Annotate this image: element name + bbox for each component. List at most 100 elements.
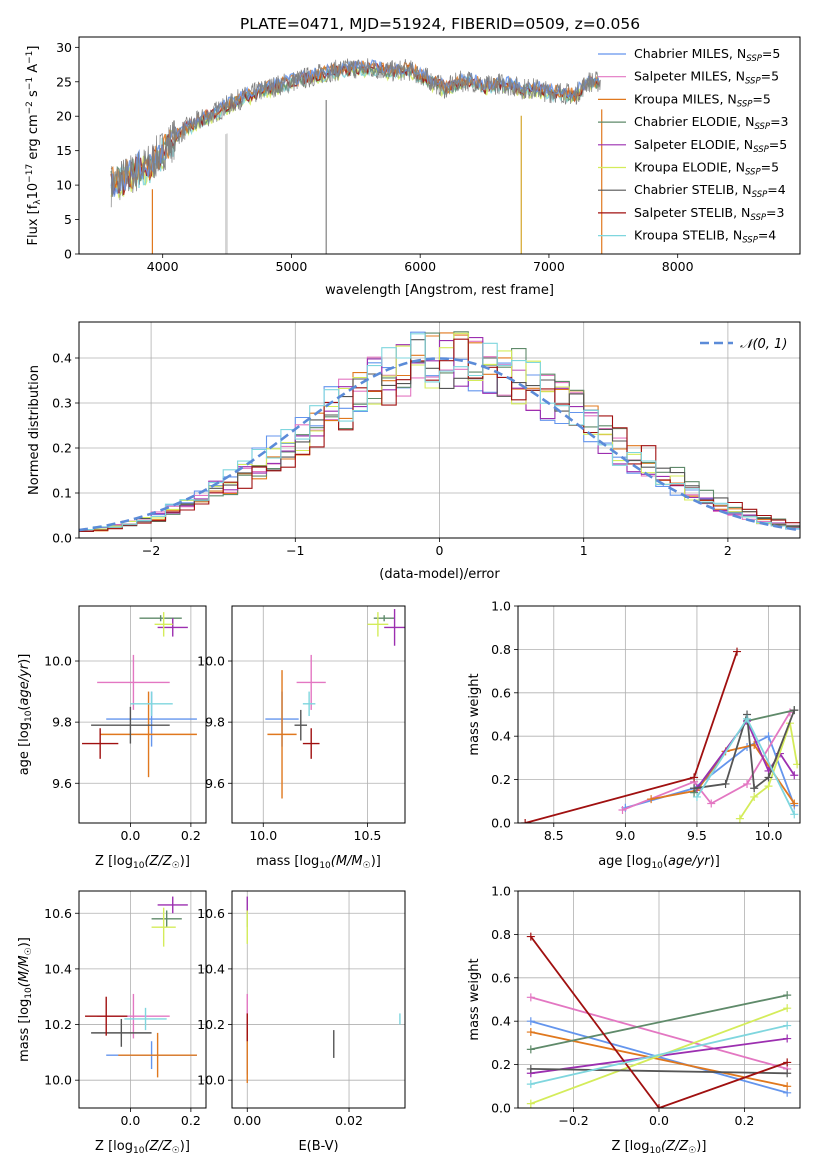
- weight-marker-salpeter_stelib: [733, 647, 742, 656]
- axes-frame: [517, 605, 801, 824]
- x-tick-label: 0.2: [181, 828, 201, 843]
- x-tick-label: 10.5: [354, 828, 382, 843]
- axes-frame: [78, 890, 207, 1109]
- x-tick-label: 10.0: [755, 828, 783, 843]
- x-tick-label: 0.0: [120, 828, 140, 843]
- x-axis-label: (data-model)/error: [379, 567, 500, 582]
- y-tick-label: 30: [56, 40, 72, 55]
- y-tick-label: 10.0: [44, 1073, 72, 1088]
- x-tick-label: 9.0: [615, 828, 635, 843]
- weight-marker-salpeter_stelib: [526, 932, 535, 941]
- weight-marker-kroupa_elodie: [526, 1099, 535, 1108]
- weight-marker-chabrier_stelib: [750, 784, 759, 793]
- y-tick-label: 0.2: [491, 1057, 511, 1072]
- y-tick-label: 0.6: [491, 685, 511, 700]
- histogram-kroupa_stelib: [79, 333, 800, 531]
- x-axis-label: Z [log10(Z/Z☉)]: [612, 1139, 707, 1156]
- x-axis-label: wavelength [Angstrom, rest frame]: [325, 283, 554, 298]
- y-axis-label: Flux [fλ10−17 erg cm−2 s−1 A−1]: [25, 46, 43, 246]
- y-tick-label: 0.3: [52, 396, 72, 411]
- mass_vs_ebv-plot-area: [246, 896, 401, 1083]
- weight-line-kroupa_elodie: [530, 1007, 788, 1105]
- x-tick-label: 10.0: [249, 828, 277, 843]
- y-tick-label: 10.4: [197, 961, 225, 976]
- x-tick-label: 0.00: [233, 1113, 261, 1128]
- weight-marker-chabrier_miles: [526, 1017, 535, 1026]
- x-tick-label: 0.2: [735, 1113, 755, 1128]
- legend-entry: Kroupa ELODIE, NSSP=5: [634, 160, 779, 178]
- x-axis-label: Z [log10(Z/Z☉)]: [95, 854, 190, 871]
- weight-marker-chabrier_stelib: [526, 1064, 535, 1073]
- y-tick-label: 10.2: [44, 1017, 72, 1032]
- x-tick-label: 2: [724, 543, 732, 558]
- weight-marker-kroupa_stelib: [743, 714, 752, 723]
- weight-marker-kroupa_miles: [526, 1028, 535, 1037]
- axes-frame: [517, 890, 801, 1109]
- legend-entry: Salpeter ELODIE, NSSP=5: [634, 137, 787, 155]
- y-axis-label: mass weight: [467, 958, 482, 1040]
- weight-marker-kroupa_elodie: [750, 792, 759, 801]
- y-tick-label: 10.4: [44, 961, 72, 976]
- y-tick-label: 10.6: [44, 906, 72, 921]
- y-tick-label: 9.6: [52, 776, 72, 791]
- x-tick-label: 0: [436, 543, 444, 558]
- weight-marker-kroupa_miles: [783, 1082, 792, 1091]
- x-axis-label: age [log10(age/yr)]: [598, 854, 720, 871]
- y-tick-label: 25: [56, 74, 72, 89]
- weight-line-chabrier_stelib: [693, 709, 796, 790]
- y-tick-label: 0.4: [52, 351, 72, 366]
- legend-entry: Chabrier ELODIE, NSSP=3: [634, 114, 789, 132]
- weight-marker-kroupa_stelib: [790, 810, 799, 819]
- x-axis-label: E(B-V): [298, 1139, 338, 1154]
- y-tick-label: 10.0: [197, 654, 225, 669]
- legend-entry: Chabrier MILES, NSSP=5: [634, 46, 780, 64]
- spectrum-legend: Chabrier MILES, NSSP=5 Salpeter MILES, NS…: [598, 46, 789, 246]
- weight-marker-salpeter_miles: [526, 993, 535, 1002]
- y-tick-label: 0.4: [491, 1014, 511, 1029]
- y-tick-label: 1.0: [491, 884, 511, 899]
- x-tick-label: −2: [142, 543, 160, 558]
- weight-marker-chabrier_stelib: [690, 784, 699, 793]
- y-tick-label: 20: [56, 109, 72, 124]
- x-tick-label: 0.02: [335, 1113, 363, 1128]
- y-tick-label: 10.6: [197, 906, 225, 921]
- weight-marker-kroupa_stelib: [783, 1021, 792, 1030]
- axes-frame: [78, 321, 801, 539]
- axes-frame: [78, 605, 207, 824]
- x-tick-label: 0.2: [181, 1113, 201, 1128]
- y-tick-label: 10.0: [44, 654, 72, 669]
- y-tick-label: 10.0: [197, 1073, 225, 1088]
- y-tick-label: 5: [64, 212, 72, 227]
- gaussian-legend-label: 𝒩(0, 1): [740, 337, 787, 352]
- x-axis-label: mass [log10(M/M☉)]: [256, 854, 381, 871]
- weight-marker-chabrier_stelib: [764, 773, 773, 782]
- massweight_vs_age-plot-area: [521, 647, 800, 823]
- massweight_vs_Z-panel: −0.2 0.0 0.2 0.0 0.2 0.4 0.6 0.8 1.0 Z [log10(Z/Z…: [467, 884, 801, 1156]
- massweight_vs_age-panel: 8.5 9.0 9.5 10.0 0.0 0.2 0.4 0.6 0.8 1.0 age [log1…: [467, 599, 801, 871]
- y-tick-label: 0.0: [491, 816, 511, 831]
- mass_vs_Z-panel: 0.0 0.2 10.0 10.2 10.4 10.6 Z [log10(Z/Z☉)] mas…: [17, 890, 207, 1156]
- age_vs_mass-plot-area: [265, 609, 405, 799]
- y-tick-label: 9.8: [205, 715, 225, 730]
- x-tick-label: 7000: [533, 259, 565, 274]
- weight-marker-chabrier_elodie: [526, 1045, 535, 1054]
- y-tick-label: 9.8: [52, 715, 72, 730]
- weight-line-kroupa_stelib: [530, 1024, 788, 1085]
- x-tick-label: 6000: [404, 259, 436, 274]
- x-tick-label: −1: [286, 543, 304, 558]
- axes-frame: [78, 36, 801, 255]
- mass_vs_Z-plot-area: [85, 896, 197, 1078]
- x-tick-label: 8000: [662, 259, 694, 274]
- x-tick-label: −0.2: [558, 1113, 588, 1128]
- spectrum-plot-area: [110, 58, 603, 254]
- weight-line-chabrier_miles: [530, 1020, 788, 1094]
- weight-marker-chabrier_miles: [764, 732, 773, 741]
- histogram-salpeter_stelib: [79, 338, 800, 532]
- weight-marker-chabrier_stelib: [783, 1069, 792, 1078]
- weight-marker-kroupa_miles: [790, 799, 799, 808]
- weight-marker-chabrier_stelib: [790, 706, 799, 715]
- weight-marker-kroupa_miles: [647, 795, 656, 804]
- weight-line-chabrier_stelib: [530, 1068, 788, 1075]
- weight-marker-salpeter_miles: [618, 805, 627, 814]
